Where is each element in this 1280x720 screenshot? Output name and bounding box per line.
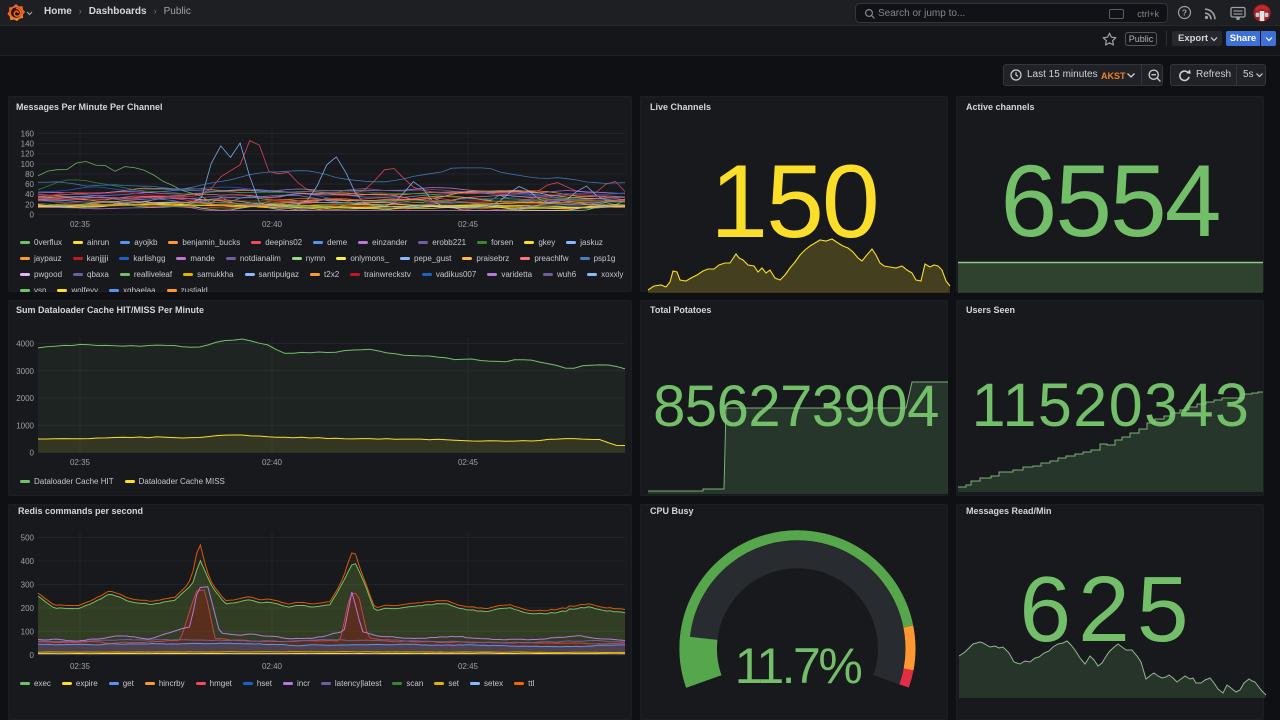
svg-text:?: ? [1182, 8, 1187, 18]
